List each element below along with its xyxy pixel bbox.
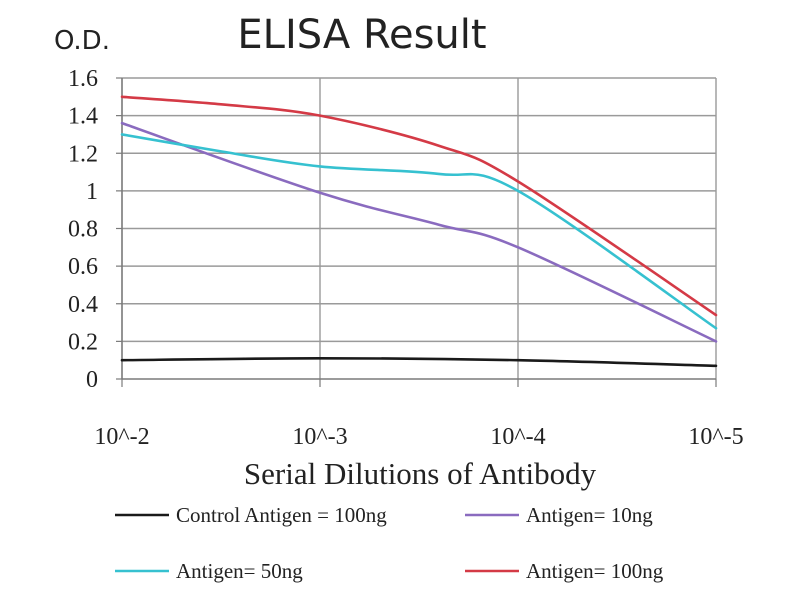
y-tick-label: 0.2 — [68, 329, 98, 355]
series-line-1 — [120, 357, 718, 368]
x-tick-label: 10^-2 — [94, 424, 149, 450]
y-tick-label: 0.4 — [68, 292, 98, 318]
x-tick-label: 10^-4 — [490, 424, 545, 450]
legend-label-4: Antigen= 100ng — [526, 559, 664, 583]
axes-layer — [116, 77, 717, 387]
y-tick-label: 0.6 — [68, 254, 98, 280]
legend: Control Antigen = 100ng Antigen= 10ng Anti… — [115, 503, 664, 583]
text-layer: ELISA Result O.D. Serial Dilutions of An… — [54, 12, 597, 491]
y-tick-label: 1.2 — [68, 141, 98, 167]
x-axis-title: Serial Dilutions of Antibody — [244, 456, 597, 491]
y-tick-label: 1.4 — [68, 104, 98, 130]
series-line-4 — [120, 95, 718, 317]
series-layer — [120, 95, 718, 368]
chart-title: ELISA Result — [237, 12, 486, 58]
y-axis-label: O.D. — [54, 26, 110, 56]
x-tick-label: 10^-5 — [688, 424, 743, 450]
ticks-layer: 0 0.2 0.4 0.6 0.8 1 1.2 1.4 1.6 10^-2 10^-3 10^-4 10… — [68, 66, 744, 450]
legend-label-2: Antigen= 10ng — [526, 503, 653, 527]
y-tick-label: 0 — [86, 367, 98, 393]
y-tick-label: 1.6 — [68, 66, 98, 92]
series-line-3 — [120, 133, 718, 330]
series-line-2 — [120, 121, 718, 343]
legend-label-1: Control Antigen = 100ng — [176, 503, 387, 527]
y-tick-label: 0.8 — [68, 217, 98, 243]
grid-layer — [122, 77, 717, 379]
x-tick-label: 10^-3 — [292, 424, 347, 450]
legend-label-3: Antigen= 50ng — [176, 559, 303, 583]
y-tick-label: 1 — [86, 179, 98, 205]
